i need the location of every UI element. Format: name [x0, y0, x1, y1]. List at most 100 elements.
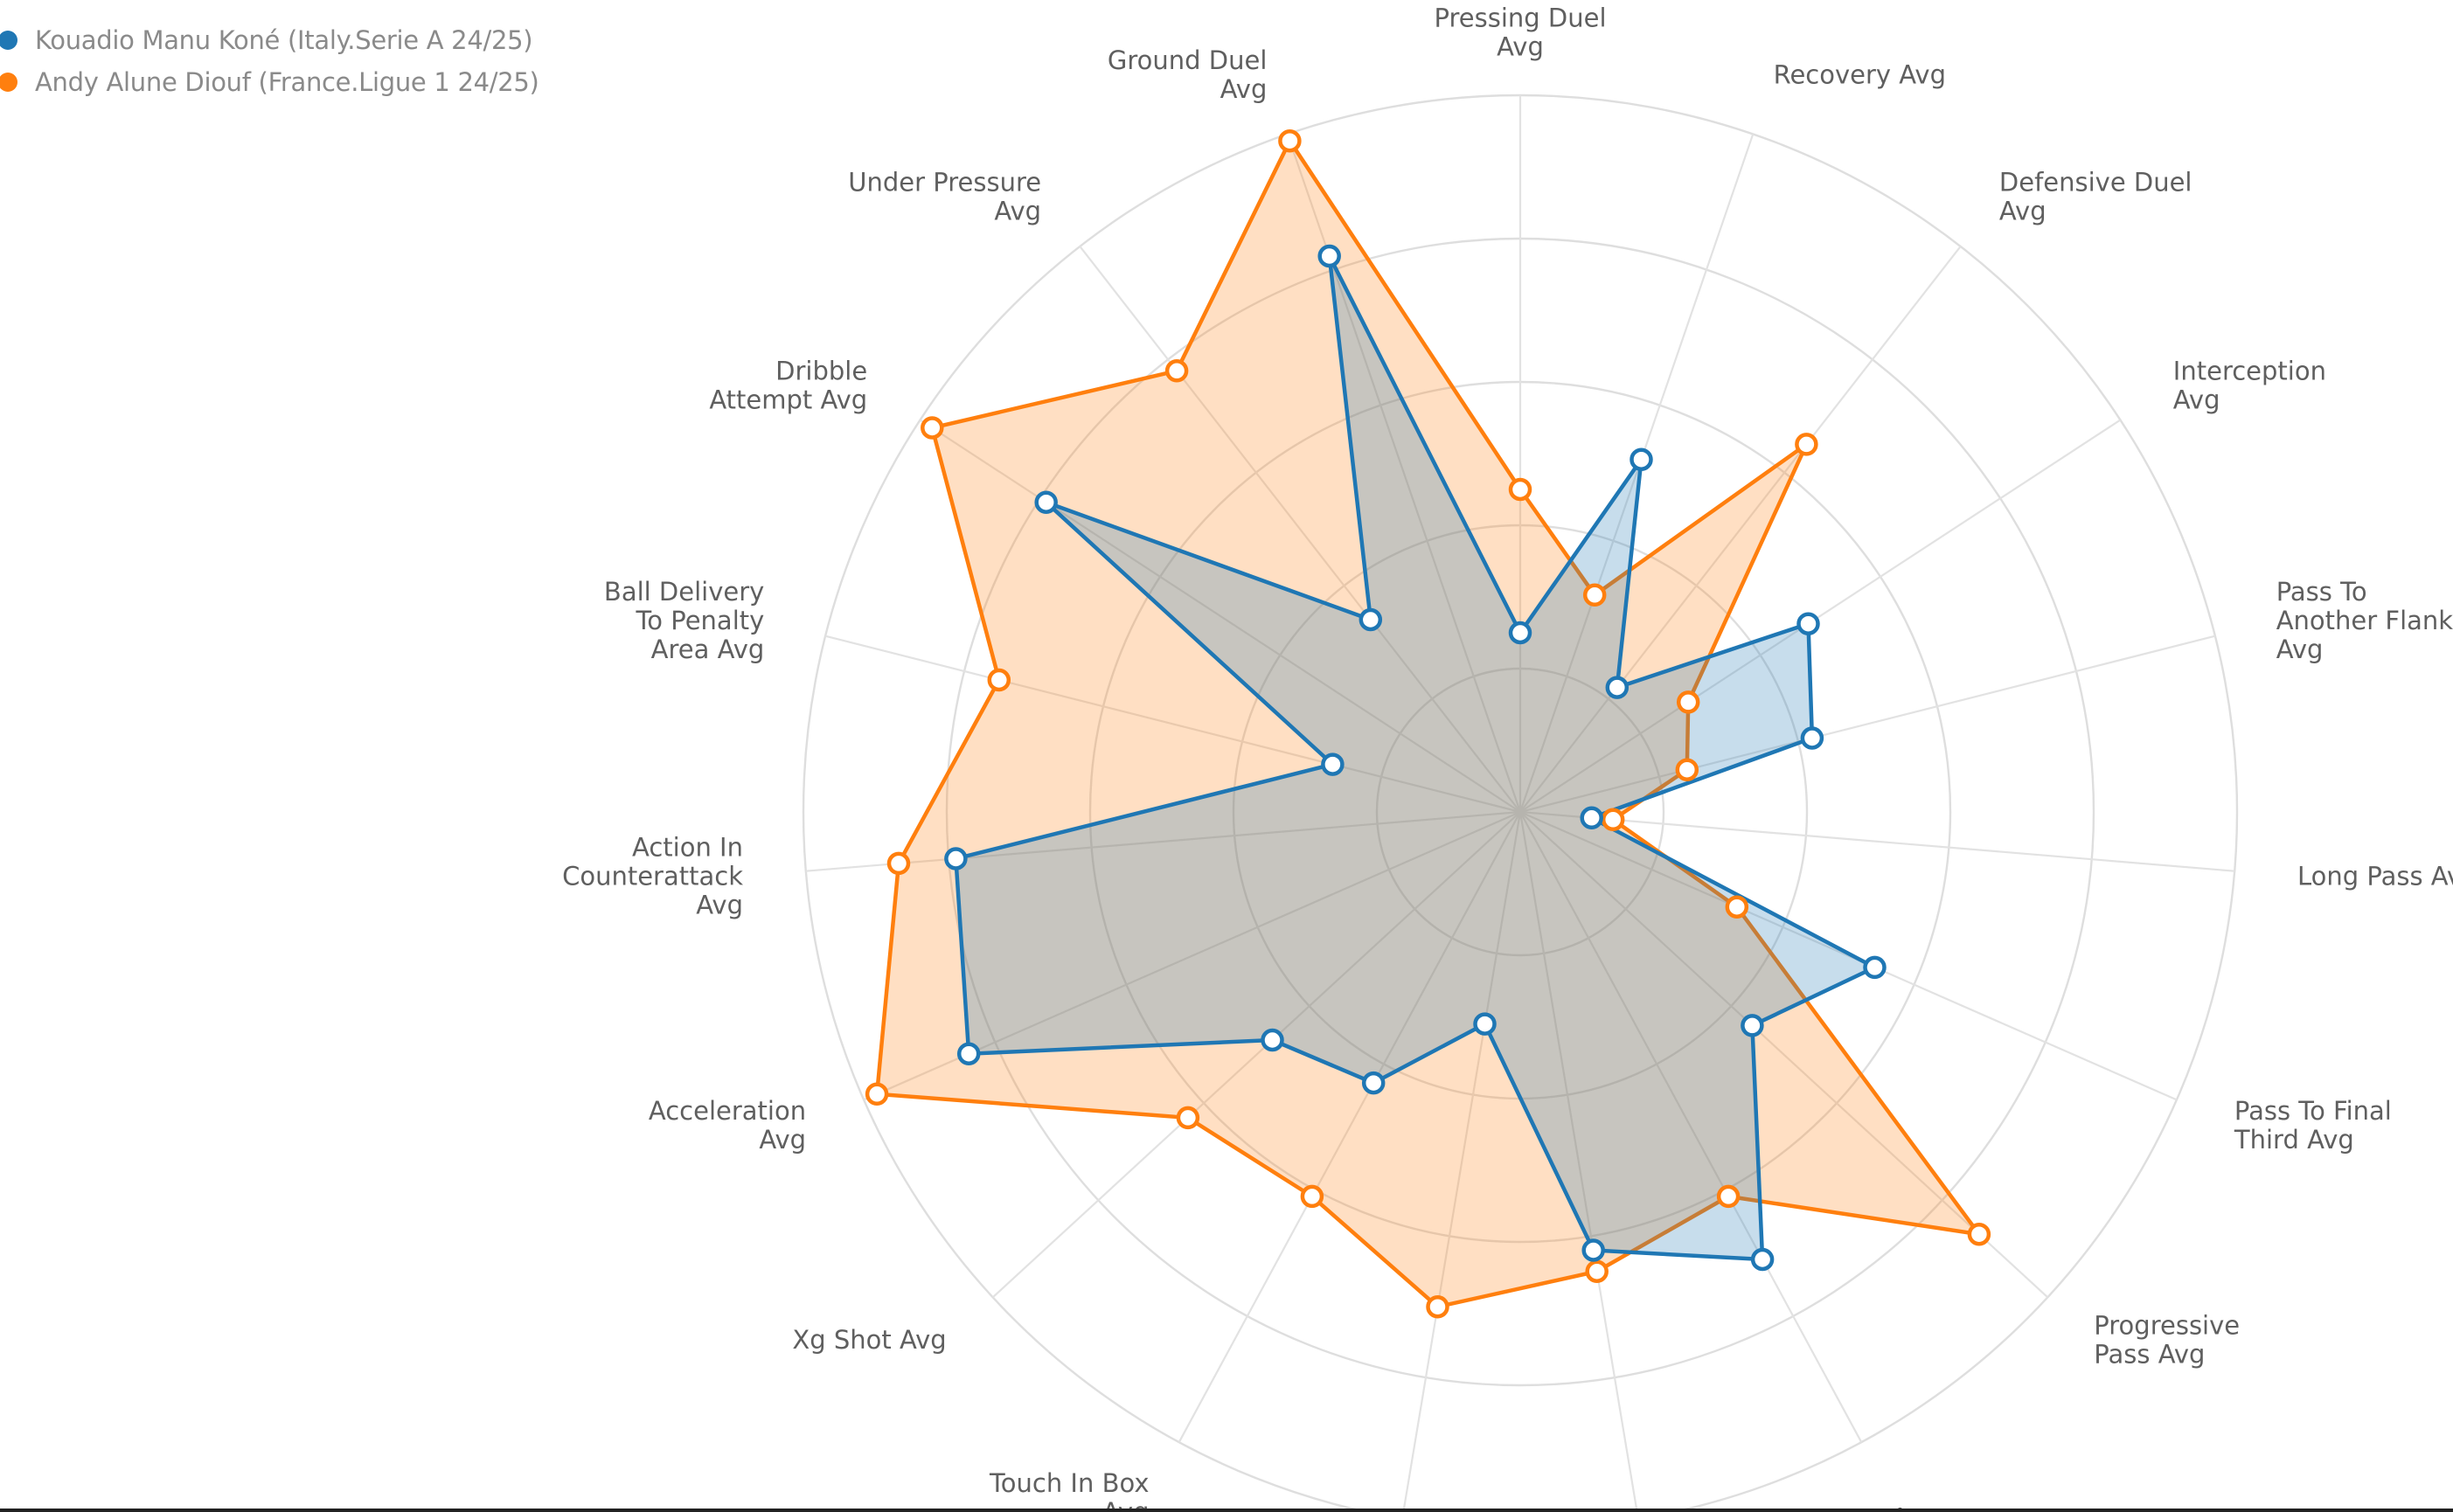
grid-spoke-15	[805, 810, 1521, 872]
series-area-1	[954, 254, 1880, 1262]
series-1-point-2	[1630, 447, 1653, 471]
axis-label-1-line-1: Pressing Duel	[1435, 3, 1607, 33]
axis-label-17-line-2: Attempt Avg	[709, 385, 867, 415]
axis-label-9: Avg	[1892, 1503, 1939, 1512]
axis-label-3-line-1: Defensive Duel	[1999, 168, 2192, 198]
axis-label-4-line-2: Avg	[2173, 385, 2220, 415]
legend-item-series-2[interactable]: Andy Alune Diouf (France.Ligue 1 24/25)	[0, 61, 539, 103]
series-1-point-4	[1796, 612, 1820, 635]
grid-spoke-4	[1519, 419, 2122, 813]
grid-spoke-3	[1519, 246, 1962, 813]
series-2-point-1	[1508, 477, 1532, 502]
axis-label-6: Long Pass Avg	[2297, 862, 2453, 891]
grid-spoke-16	[824, 635, 1521, 814]
grid-spoke-10	[1518, 811, 1638, 1512]
axis-label-7-line-1: Pass To Final	[2234, 1096, 2392, 1126]
axis-label-1: Pressing Duel Avg	[1435, 3, 1607, 62]
axis-label-19-line-2: Avg	[1220, 74, 1268, 104]
series-1-point-11	[1473, 1012, 1497, 1036]
axis-label-17-line-1: Dribble	[775, 357, 867, 386]
axis-label-18: Under Pressure Avg	[848, 168, 1041, 226]
grid-spoke-6	[1519, 810, 2235, 872]
axis-label-14-line-2: Avg	[759, 1125, 806, 1155]
axis-label-12-line-2: Avg	[1102, 1497, 1150, 1512]
axis-label-3-line-2: Avg	[1999, 197, 2046, 226]
legend-item-series-1[interactable]: Kouadio Manu Koné (Italy.Serie A 24/25)	[0, 19, 539, 61]
series-2-point-9	[1716, 1184, 1741, 1209]
series-2-point-14	[865, 1082, 889, 1106]
axis-label-4-line-1: Interception	[2173, 357, 2326, 386]
axis-label-12: Touch In Box Avg	[989, 1468, 1150, 1512]
grid-spoke-9	[1519, 811, 1863, 1443]
axis-label-19: Ground Duel Avg	[1108, 45, 1268, 104]
series-1-point-17	[1034, 490, 1058, 514]
legend-marker-series-1	[0, 31, 17, 50]
axis-label-9-line-2: Avg	[1892, 1503, 1939, 1512]
series-2-point-15	[886, 851, 911, 876]
axis-label-15-line-3: Avg	[696, 891, 743, 920]
axis-label-5-line-3: Avg	[2276, 635, 2324, 664]
axis-label-15-line-1: Action In	[632, 833, 743, 863]
series-1-point-8	[1741, 1014, 1764, 1037]
axis-label-2-line-1: Recovery Avg	[1774, 59, 1946, 89]
series-2-point-3	[1795, 433, 1818, 456]
series-2-point-12	[1300, 1184, 1324, 1209]
axis-label-7: Pass To Final Third Avg	[2234, 1096, 2392, 1155]
axis-label-6-line-1: Long Pass Avg	[2297, 862, 2453, 891]
series-2-point-6	[1601, 808, 1625, 832]
axis-label-16-line-2: To Penalty	[636, 606, 765, 635]
axis-label-16: Ball Delivery To Penalty Area Avg	[604, 577, 764, 664]
axis-label-18-line-1: Under Pressure	[848, 168, 1041, 198]
series-1-point-19	[1317, 244, 1341, 268]
series-2-point-17	[921, 416, 944, 440]
grid-spoke-8	[1519, 811, 2049, 1299]
chart-legend: Kouadio Manu Koné (Italy.Serie A 24/25) …	[0, 19, 539, 103]
axis-label-8-line-2: Pass Avg	[2094, 1340, 2205, 1370]
grid-spoke-18	[1079, 246, 1521, 813]
grid-spoke-11	[1402, 811, 1522, 1512]
series-1-point-1	[1508, 621, 1532, 645]
axis-label-1-line-2: Avg	[1497, 32, 1544, 62]
axis-label-14: Acceleration Avg	[649, 1096, 806, 1155]
axis-label-5: Pass To Another Flank Avg	[2276, 577, 2453, 664]
series-1-point-14	[956, 1042, 981, 1065]
axis-label-8-line-1: Progressive	[2094, 1311, 2240, 1341]
series-1-point-18	[1359, 607, 1383, 632]
series-2-point-11	[1426, 1294, 1449, 1319]
legend-label-series-2: Andy Alune Diouf (France.Ligue 1 24/25)	[35, 67, 539, 97]
series-1-point-12	[1361, 1071, 1386, 1095]
series-2-point-10	[1585, 1259, 1609, 1283]
grid-spoke-7	[1519, 810, 2178, 1101]
series-1-point-13	[1261, 1028, 1284, 1052]
series-2-point-16	[987, 668, 1011, 692]
axis-label-5-line-1: Pass To	[2276, 577, 2367, 607]
series-1-point-6	[1580, 806, 1603, 830]
legend-label-series-1: Kouadio Manu Koné (Italy.Serie A 24/25)	[35, 25, 533, 55]
series-1-point-5	[1800, 726, 1824, 750]
series-2-point-13	[1176, 1106, 1200, 1130]
series-2-point-4	[1676, 690, 1700, 714]
series-1-point-7	[1863, 955, 1887, 980]
axis-label-7-line-2: Third Avg	[2234, 1125, 2354, 1155]
axis-label-3: Defensive Duel Avg	[1999, 168, 2192, 226]
grid-spoke-13	[991, 811, 1521, 1299]
grid-spoke-5	[1519, 635, 2216, 814]
axis-label-14-line-1: Acceleration	[649, 1096, 806, 1126]
axis-label-8: Progressive Pass Avg	[2094, 1311, 2240, 1370]
grid-spoke-12	[1178, 811, 1521, 1443]
grid-spoke-17	[919, 419, 1521, 813]
axis-label-13-line-1: Xg Shot Avg	[792, 1325, 946, 1355]
series-1-point-10	[1581, 1238, 1605, 1262]
bottom-divider	[0, 1509, 2453, 1512]
series-2-point-7	[1725, 895, 1749, 919]
axis-label-15-line-2: Counterattack	[562, 862, 743, 891]
axis-label-13: Xg Shot Avg	[792, 1325, 946, 1355]
axis-label-18-line-2: Avg	[994, 197, 1041, 226]
series-2-point-2	[1582, 583, 1607, 607]
axis-label-19-line-1: Ground Duel	[1108, 45, 1268, 75]
series-2-point-19	[1278, 128, 1302, 153]
axis-label-12-line-1: Touch In Box	[989, 1468, 1150, 1498]
axis-label-16-line-3: Area Avg	[651, 635, 765, 664]
series-2-point-8	[1967, 1222, 1991, 1246]
